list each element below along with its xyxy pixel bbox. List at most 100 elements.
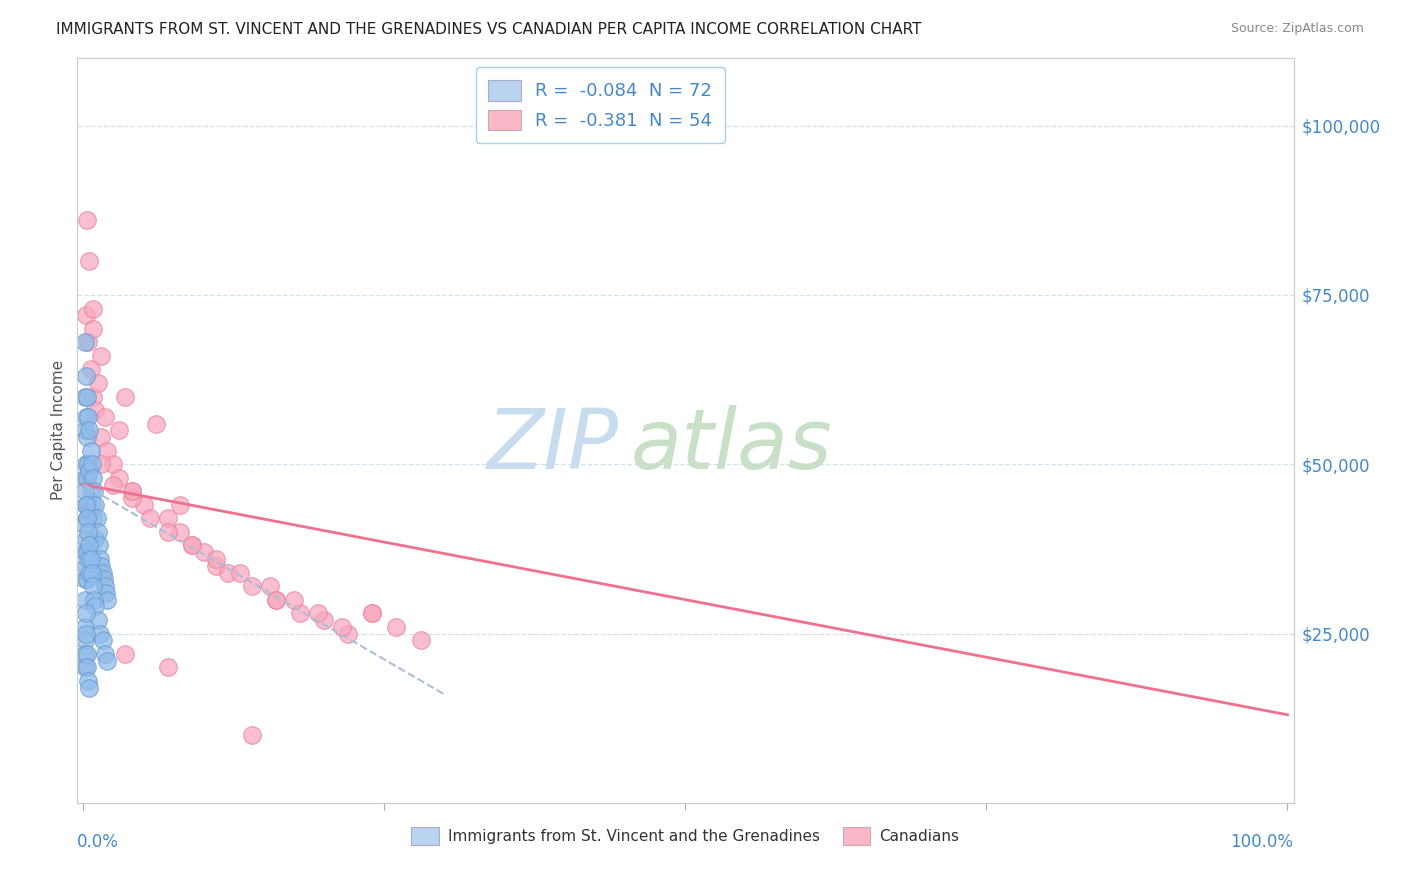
Point (82, 301, 104, 316)
Point (229, 566, 252, 580)
Point (77, 552, 100, 566)
Point (77, 524, 100, 539)
Point (93, 573, 115, 587)
Point (79, 505, 101, 519)
Text: IMMIGRANTS FROM ST. VINCENT AND THE GRENADINES VS CANADIAN PER CAPITA INCOME COR: IMMIGRANTS FROM ST. VINCENT AND THE GREN… (56, 22, 922, 37)
Point (73, 573, 96, 587)
Point (90, 558, 112, 573)
Point (138, 511, 160, 525)
Point (87, 613, 110, 627)
Point (75, 457, 97, 471)
Point (145, 417, 167, 431)
Point (103, 477, 125, 491)
Point (204, 558, 226, 573)
Point (73, 545, 96, 559)
Point (217, 566, 239, 580)
Point (80, 566, 103, 580)
Text: Source: ZipAtlas.com: Source: ZipAtlas.com (1230, 22, 1364, 36)
Point (108, 423, 131, 437)
Point (90, 457, 112, 471)
Point (73, 633, 96, 648)
Point (82, 390, 104, 404)
Point (288, 606, 311, 620)
Point (82, 511, 104, 525)
Point (114, 390, 136, 404)
Point (91, 566, 114, 580)
Point (76, 573, 98, 587)
Point (108, 471, 131, 485)
Point (77, 673, 100, 688)
Point (330, 620, 353, 634)
Point (337, 626, 360, 640)
Text: atlas: atlas (631, 405, 832, 486)
Point (169, 498, 191, 512)
Point (73, 592, 96, 607)
Point (75, 532, 97, 546)
Point (76, 647, 98, 661)
Point (79, 681, 101, 695)
Point (204, 552, 226, 566)
Point (75, 606, 97, 620)
Point (79, 566, 101, 580)
Point (193, 545, 215, 559)
Point (94, 579, 117, 593)
Point (79, 552, 101, 566)
Point (73, 518, 96, 533)
Point (79, 254, 101, 268)
Point (87, 524, 110, 539)
Point (84, 403, 107, 417)
Point (169, 524, 191, 539)
Point (156, 524, 179, 539)
Point (79, 484, 101, 499)
Point (96, 654, 118, 668)
Point (314, 613, 336, 627)
Point (83, 484, 105, 499)
Point (96, 443, 118, 458)
Point (82, 322, 104, 336)
Point (84, 498, 107, 512)
Point (73, 423, 96, 437)
Point (76, 390, 98, 404)
Point (82, 471, 104, 485)
Point (77, 457, 100, 471)
Point (73, 335, 96, 350)
Point (75, 498, 97, 512)
Point (259, 579, 281, 593)
Text: ZIP: ZIP (486, 405, 619, 486)
Point (86, 511, 108, 525)
Point (132, 498, 155, 512)
Point (73, 471, 96, 485)
Point (73, 620, 96, 634)
Point (73, 647, 96, 661)
Point (89, 552, 111, 566)
Point (82, 579, 104, 593)
Point (264, 592, 287, 607)
Point (283, 592, 305, 607)
Point (75, 369, 97, 384)
Point (94, 409, 117, 424)
Point (156, 660, 179, 674)
Point (84, 599, 107, 614)
Point (83, 592, 105, 607)
Point (121, 484, 143, 499)
Point (79, 362, 101, 376)
Point (79, 443, 101, 458)
Point (75, 558, 97, 573)
Point (96, 586, 118, 600)
Point (76, 660, 98, 674)
Point (75, 409, 97, 424)
Point (87, 376, 110, 390)
Point (77, 498, 100, 512)
Point (180, 539, 202, 553)
Point (76, 213, 98, 227)
Point (75, 308, 97, 322)
Point (103, 457, 125, 471)
Point (79, 423, 101, 437)
Point (240, 728, 263, 742)
Y-axis label: Per Capita Income: Per Capita Income (51, 360, 66, 500)
Point (73, 390, 96, 404)
Point (94, 647, 117, 661)
Point (87, 539, 110, 553)
Point (79, 464, 101, 478)
Point (76, 511, 98, 525)
